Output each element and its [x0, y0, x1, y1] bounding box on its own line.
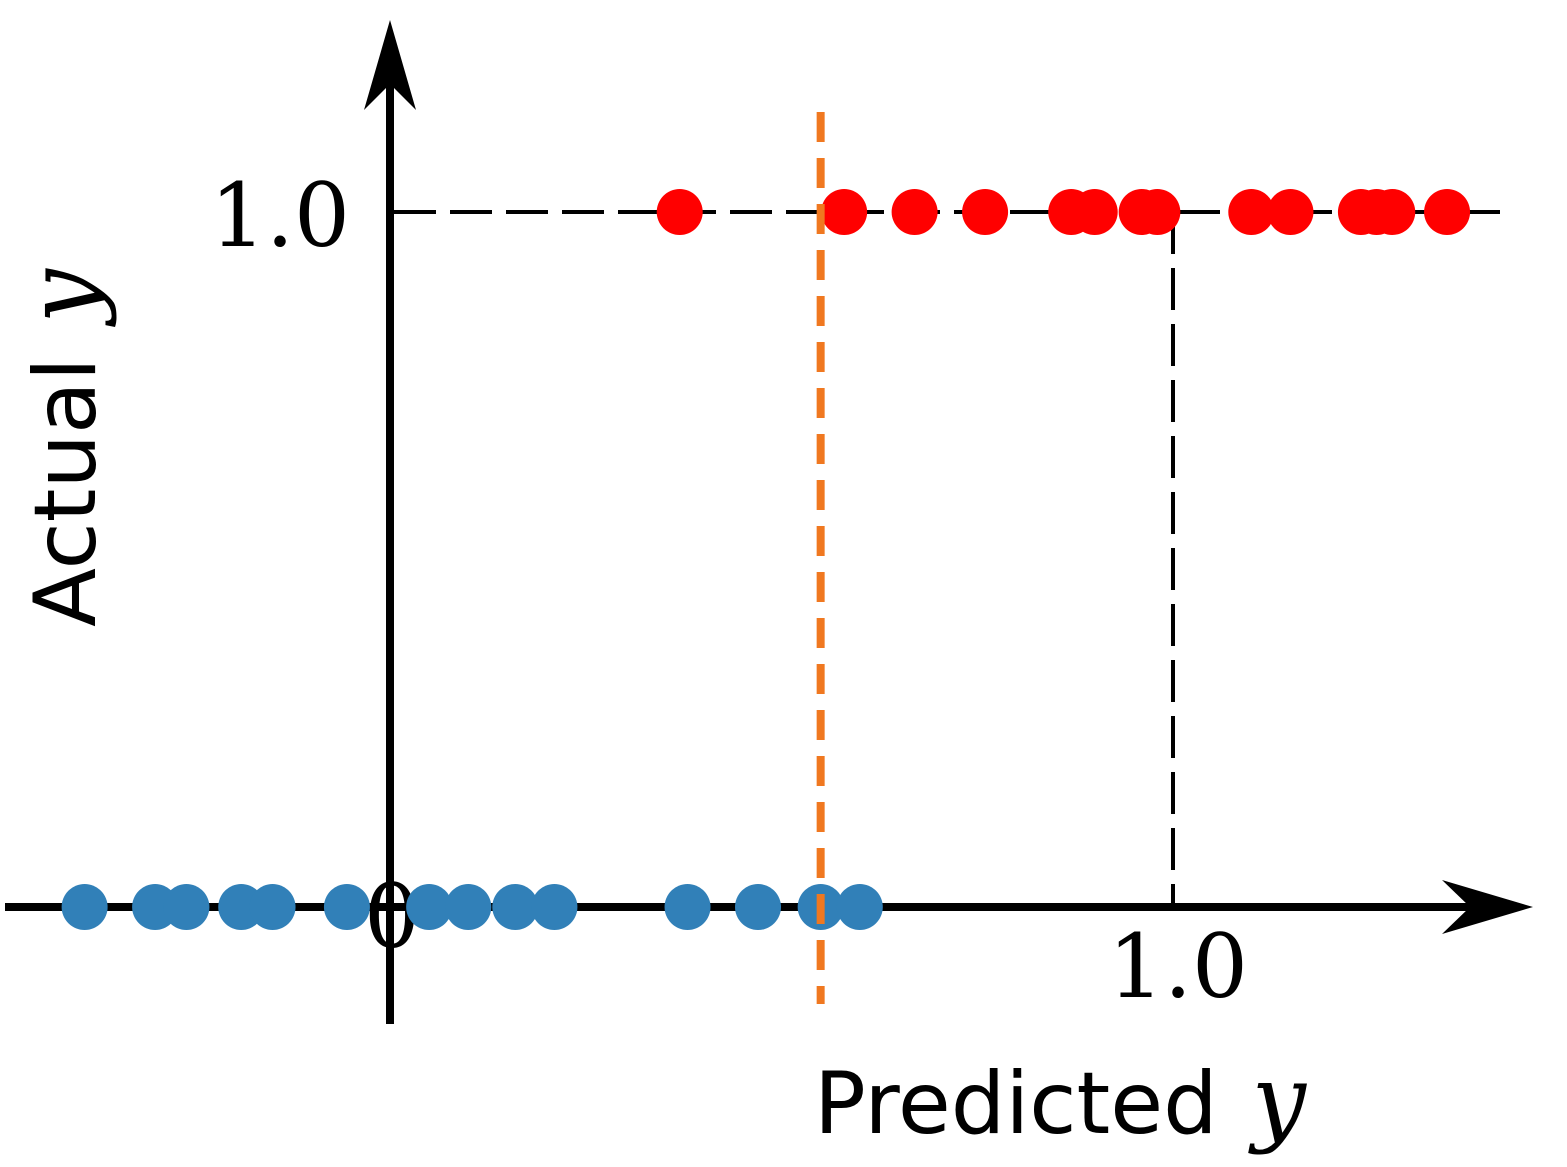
- y-axis-label-text: Actual: [16, 357, 116, 626]
- data-point-series1-8: [445, 884, 492, 930]
- data-point-series2-4: [962, 189, 1009, 235]
- data-point-series1-9: [492, 884, 539, 930]
- data-point-series2-1: [656, 189, 703, 235]
- data-point-series1-1: [61, 884, 108, 930]
- y-axis-label-variable: y: [6, 267, 118, 327]
- x-axis-label: Predicted y: [814, 1044, 1308, 1156]
- y-tick-label-1: 1.0: [210, 164, 350, 267]
- data-point-series1-14: [836, 884, 883, 930]
- data-points: [61, 189, 1471, 930]
- y-axis-label: Actual y: [6, 267, 118, 626]
- data-point-series1-12: [735, 884, 782, 930]
- data-point-series2-13: [1369, 189, 1416, 235]
- data-point-series1-3: [163, 884, 210, 930]
- x-axis-label-text: Predicted: [814, 1054, 1218, 1154]
- data-point-series1-6: [323, 884, 370, 930]
- data-point-series1-5: [249, 884, 296, 930]
- data-point-series2-2: [821, 189, 868, 235]
- data-point-series2-3: [891, 189, 938, 235]
- data-point-series1-10: [531, 884, 578, 930]
- data-point-series2-9: [1228, 189, 1275, 235]
- x-tick-label-1: 1.0: [1108, 915, 1248, 1018]
- data-point-series2-10: [1267, 189, 1314, 235]
- data-point-series2-14: [1424, 189, 1471, 235]
- data-point-series2-8: [1134, 189, 1181, 235]
- x-axis-label-variable: y: [1248, 1044, 1308, 1156]
- data-point-series2-6: [1071, 189, 1118, 235]
- y-axis-arrow: [364, 20, 416, 110]
- data-point-series1-7: [406, 884, 453, 930]
- x-axis-arrow: [1442, 880, 1533, 934]
- data-point-series1-11: [664, 884, 711, 930]
